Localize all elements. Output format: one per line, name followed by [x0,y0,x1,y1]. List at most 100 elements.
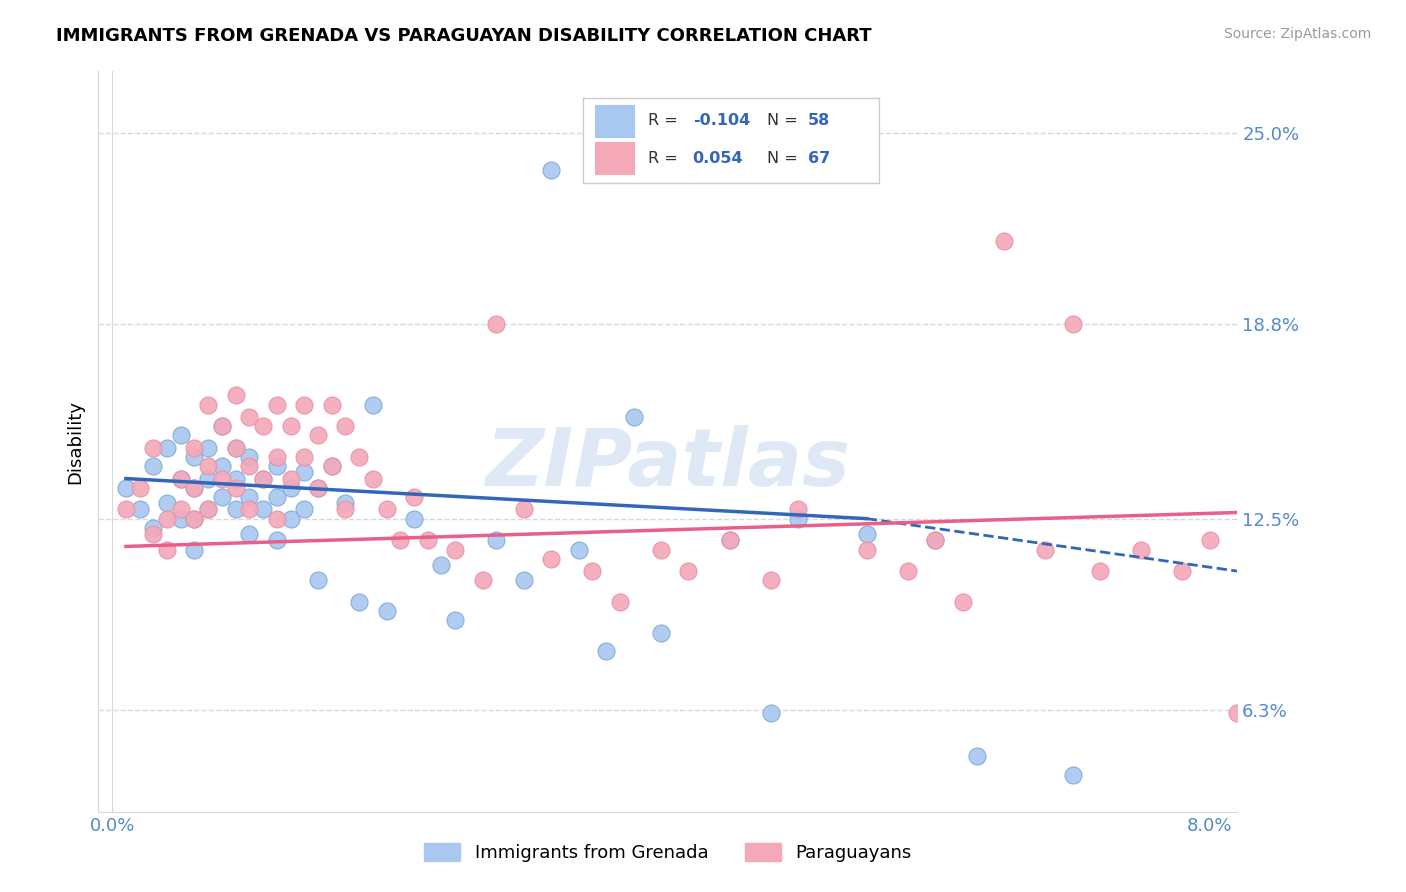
Point [225,481,247,495]
Point [335,502,357,516]
Point [1062,318,1084,332]
Point [280,511,302,525]
Point [211,459,233,474]
Point [595,644,617,658]
Point [513,574,536,588]
Point [170,502,193,516]
Point [1130,542,1153,557]
Point [1198,533,1220,548]
Point [361,398,384,412]
Text: R =: R = [648,151,678,166]
Point [759,574,782,588]
Point [238,527,260,541]
Text: R =: R = [648,113,678,128]
Point [170,471,193,485]
Point [389,533,412,548]
Point [211,471,233,485]
Point [292,398,315,412]
Point [266,450,288,464]
Point [485,318,508,332]
Point [183,511,205,525]
Point [787,502,810,516]
Point [197,471,219,485]
Point [238,409,260,424]
Point [416,533,439,548]
Point [650,625,672,640]
Point [347,595,370,609]
Point [444,542,467,557]
Point [444,614,467,628]
Point [1226,706,1249,720]
Point [183,481,205,495]
Point [718,533,741,548]
Point [335,496,357,510]
Point [623,409,645,424]
Point [183,542,205,557]
Point [128,502,150,516]
Point [225,441,247,455]
Point [197,459,219,474]
Point [280,481,302,495]
Point [225,471,247,485]
Point [540,163,562,178]
Text: 67: 67 [808,151,830,166]
Point [266,490,288,504]
Point [238,490,260,504]
Point [540,551,562,566]
Point [142,521,165,535]
Text: IMMIGRANTS FROM GRENADA VS PARAGUAYAN DISABILITY CORRELATION CHART: IMMIGRANTS FROM GRENADA VS PARAGUAYAN DI… [56,27,872,45]
Point [197,441,219,455]
Legend: Immigrants from Grenada, Paraguayans: Immigrants from Grenada, Paraguayans [418,836,918,870]
Point [321,459,343,474]
Point [252,502,274,516]
Point [402,490,425,504]
Point [170,428,193,442]
Point [115,502,138,516]
Point [266,398,288,412]
Point [183,450,205,464]
Point [183,511,205,525]
Text: Source: ZipAtlas.com: Source: ZipAtlas.com [1223,27,1371,41]
Point [375,604,398,618]
Point [183,441,205,455]
Point [513,502,536,516]
Text: ZIPatlas: ZIPatlas [485,425,851,503]
Point [581,564,603,578]
Point [718,533,741,548]
Point [292,466,315,480]
Point [568,542,591,557]
Point [856,527,879,541]
Point [252,471,274,485]
Point [211,419,233,434]
Point [485,533,508,548]
Point [787,511,810,525]
Point [856,542,879,557]
Point [238,450,260,464]
Point [266,533,288,548]
Point [307,481,329,495]
Point [307,481,329,495]
Point [156,542,179,557]
Point [375,502,398,516]
Point [170,471,193,485]
Point [471,574,494,588]
Point [924,533,946,548]
Point [266,511,288,525]
Point [211,419,233,434]
Point [307,428,329,442]
Point [1062,767,1084,781]
Point [897,564,920,578]
Point [197,398,219,412]
Point [238,459,260,474]
Point [609,595,631,609]
Point [335,419,357,434]
Point [1171,564,1194,578]
Point [183,481,205,495]
Point [142,459,165,474]
Point [238,502,260,516]
Point [650,542,672,557]
Point [966,749,988,764]
Point [321,398,343,412]
Point [1033,542,1056,557]
Point [197,502,219,516]
